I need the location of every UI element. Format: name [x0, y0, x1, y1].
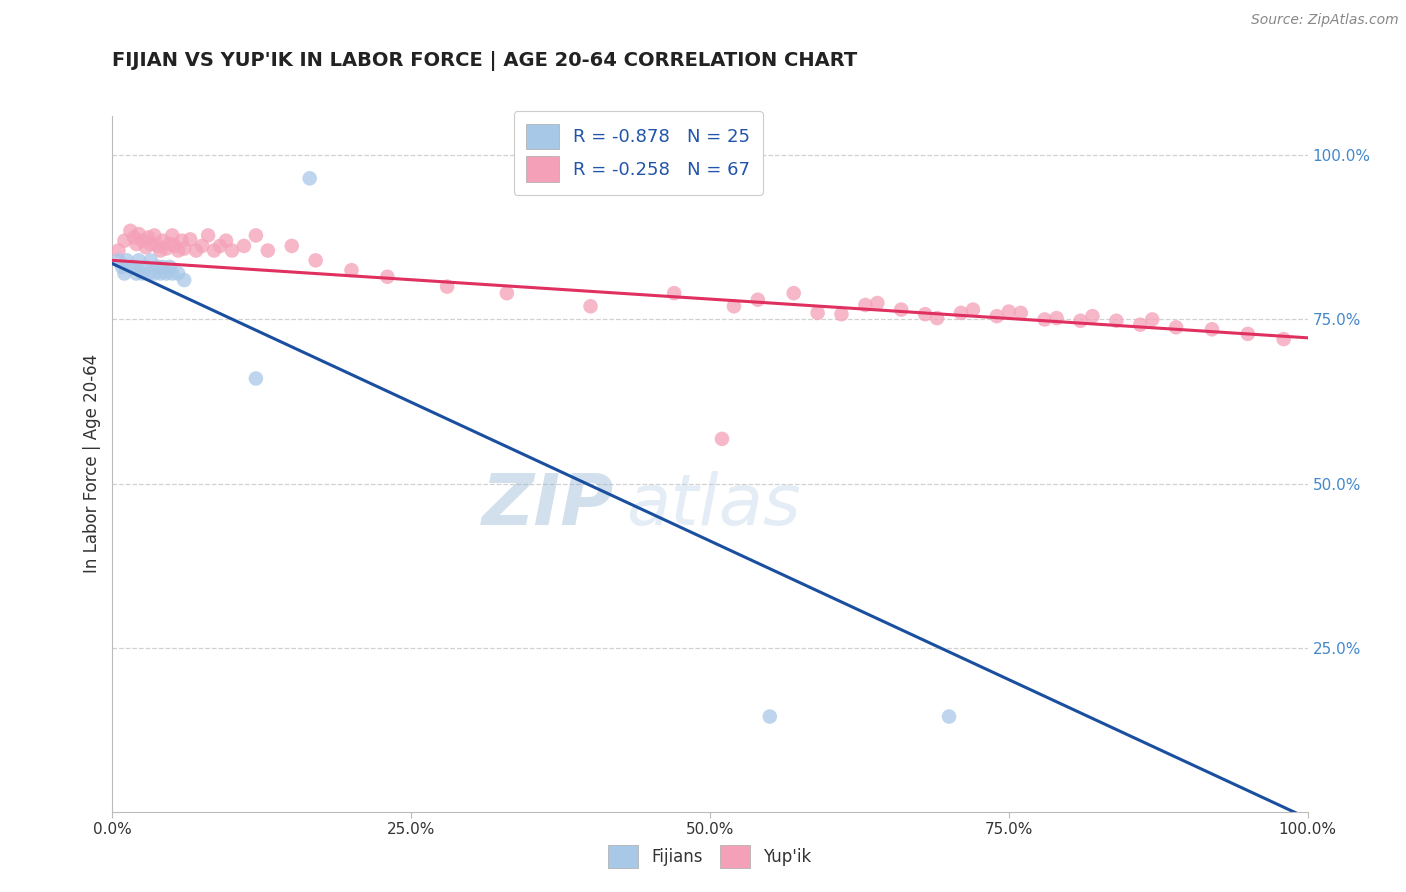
Point: [949, 306, 972, 320]
Point: [830, 307, 852, 321]
Point: [122, 260, 145, 274]
Point: [304, 253, 326, 268]
Point: [173, 242, 195, 256]
Point: [159, 236, 181, 251]
Point: [914, 307, 936, 321]
Point: [711, 432, 734, 446]
Text: atlas: atlas: [626, 471, 801, 540]
Point: [998, 304, 1021, 318]
Point: [938, 709, 960, 723]
Point: [152, 234, 174, 248]
Point: [747, 293, 769, 307]
Point: [759, 709, 782, 723]
Point: [152, 260, 174, 274]
Point: [139, 253, 162, 268]
Point: [122, 230, 145, 244]
Point: [579, 299, 602, 313]
Point: [107, 244, 129, 258]
Point: [232, 239, 256, 253]
Y-axis label: In Labor Force | Age 20-64: In Labor Force | Age 20-64: [83, 354, 101, 574]
Point: [1033, 312, 1056, 326]
Point: [191, 239, 214, 253]
Point: [138, 267, 160, 281]
Point: [221, 244, 243, 258]
Point: [1069, 314, 1091, 328]
Legend: Fijians, Yup'ik: Fijians, Yup'ik: [596, 833, 824, 880]
Point: [986, 309, 1008, 323]
Point: [257, 244, 280, 258]
Point: [128, 227, 150, 241]
Point: [149, 267, 172, 281]
Point: [1081, 309, 1104, 323]
Point: [120, 224, 142, 238]
Point: [245, 228, 267, 243]
Point: [245, 371, 267, 385]
Point: [1164, 320, 1187, 334]
Point: [146, 239, 169, 253]
Point: [143, 267, 166, 281]
Point: [139, 236, 162, 251]
Point: [114, 234, 135, 248]
Point: [107, 253, 129, 268]
Point: [807, 306, 830, 320]
Point: [208, 239, 231, 253]
Point: [215, 234, 238, 248]
Point: [131, 234, 153, 248]
Point: [1045, 311, 1069, 326]
Text: Source: ZipAtlas.com: Source: ZipAtlas.com: [1251, 13, 1399, 28]
Point: [377, 269, 399, 284]
Point: [173, 273, 195, 287]
Point: [167, 267, 190, 281]
Point: [114, 267, 135, 281]
Point: [1201, 322, 1223, 336]
Point: [436, 279, 458, 293]
Point: [962, 302, 984, 317]
Text: FIJIAN VS YUP'IK IN LABOR FORCE | AGE 20-64 CORRELATION CHART: FIJIAN VS YUP'IK IN LABOR FORCE | AGE 20…: [112, 52, 858, 71]
Point: [170, 234, 193, 248]
Point: [167, 244, 190, 258]
Point: [135, 260, 157, 274]
Point: [146, 260, 169, 274]
Point: [298, 171, 321, 186]
Point: [162, 267, 183, 281]
Point: [111, 260, 134, 274]
Point: [125, 236, 148, 251]
Point: [131, 267, 153, 281]
Point: [162, 228, 183, 243]
Point: [186, 244, 208, 258]
Point: [125, 267, 148, 281]
Point: [866, 296, 889, 310]
Point: [782, 286, 804, 301]
Point: [138, 230, 160, 244]
Point: [202, 244, 225, 258]
Point: [149, 244, 172, 258]
Point: [1105, 314, 1128, 328]
Point: [1237, 326, 1260, 341]
Point: [155, 267, 177, 281]
Point: [159, 260, 181, 274]
Point: [340, 263, 363, 277]
Point: [179, 232, 201, 246]
Point: [1129, 318, 1152, 332]
Point: [197, 228, 219, 243]
Point: [163, 239, 186, 253]
Point: [664, 286, 686, 301]
Point: [723, 299, 745, 313]
Point: [135, 240, 157, 254]
Point: [115, 253, 138, 268]
Point: [1140, 312, 1163, 326]
Text: ZIP: ZIP: [482, 471, 614, 540]
Point: [1272, 332, 1295, 346]
Point: [128, 253, 150, 268]
Point: [890, 302, 912, 317]
Point: [1010, 306, 1032, 320]
Point: [925, 311, 948, 326]
Point: [143, 228, 166, 243]
Point: [281, 239, 304, 253]
Point: [496, 286, 519, 301]
Point: [120, 260, 142, 274]
Point: [155, 242, 177, 256]
Point: [853, 298, 877, 312]
